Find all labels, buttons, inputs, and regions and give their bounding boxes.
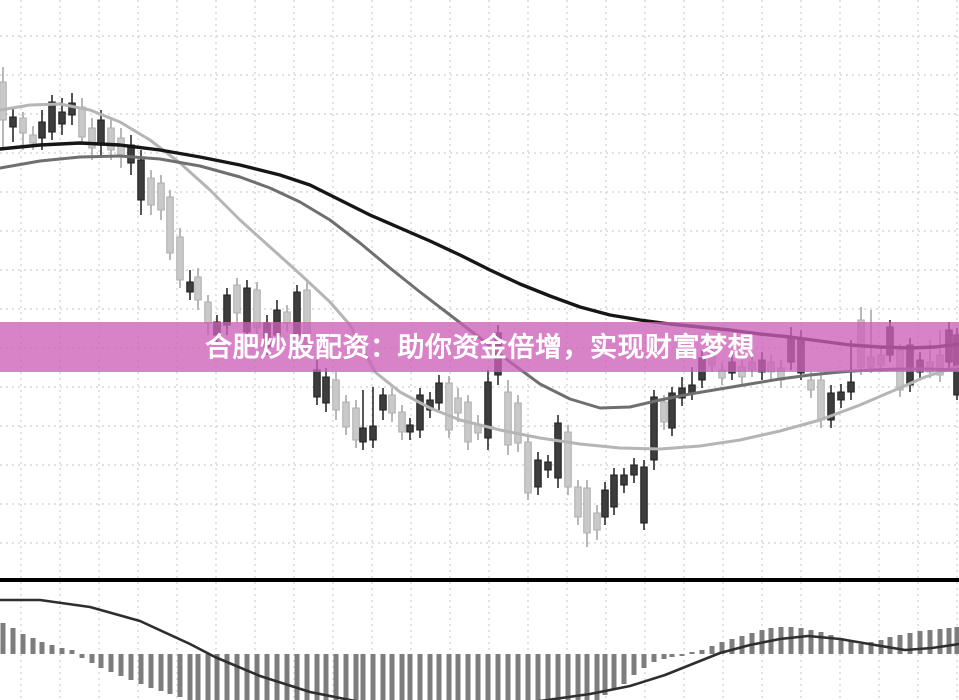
promo-banner: 合肥炒股配资：助你资金倍增，实现财富梦想	[0, 322, 959, 372]
ma-fast-light-gray	[0, 102, 959, 451]
panel-separator-line	[0, 578, 959, 582]
candlesticks	[0, 67, 959, 547]
moving-average-lines	[0, 102, 959, 451]
promo-banner-background	[0, 322, 959, 372]
banner-title: 合肥炒股配资：助你资金倍增，实现财富梦想	[205, 332, 755, 363]
macd-indicator-panel	[0, 598, 959, 700]
